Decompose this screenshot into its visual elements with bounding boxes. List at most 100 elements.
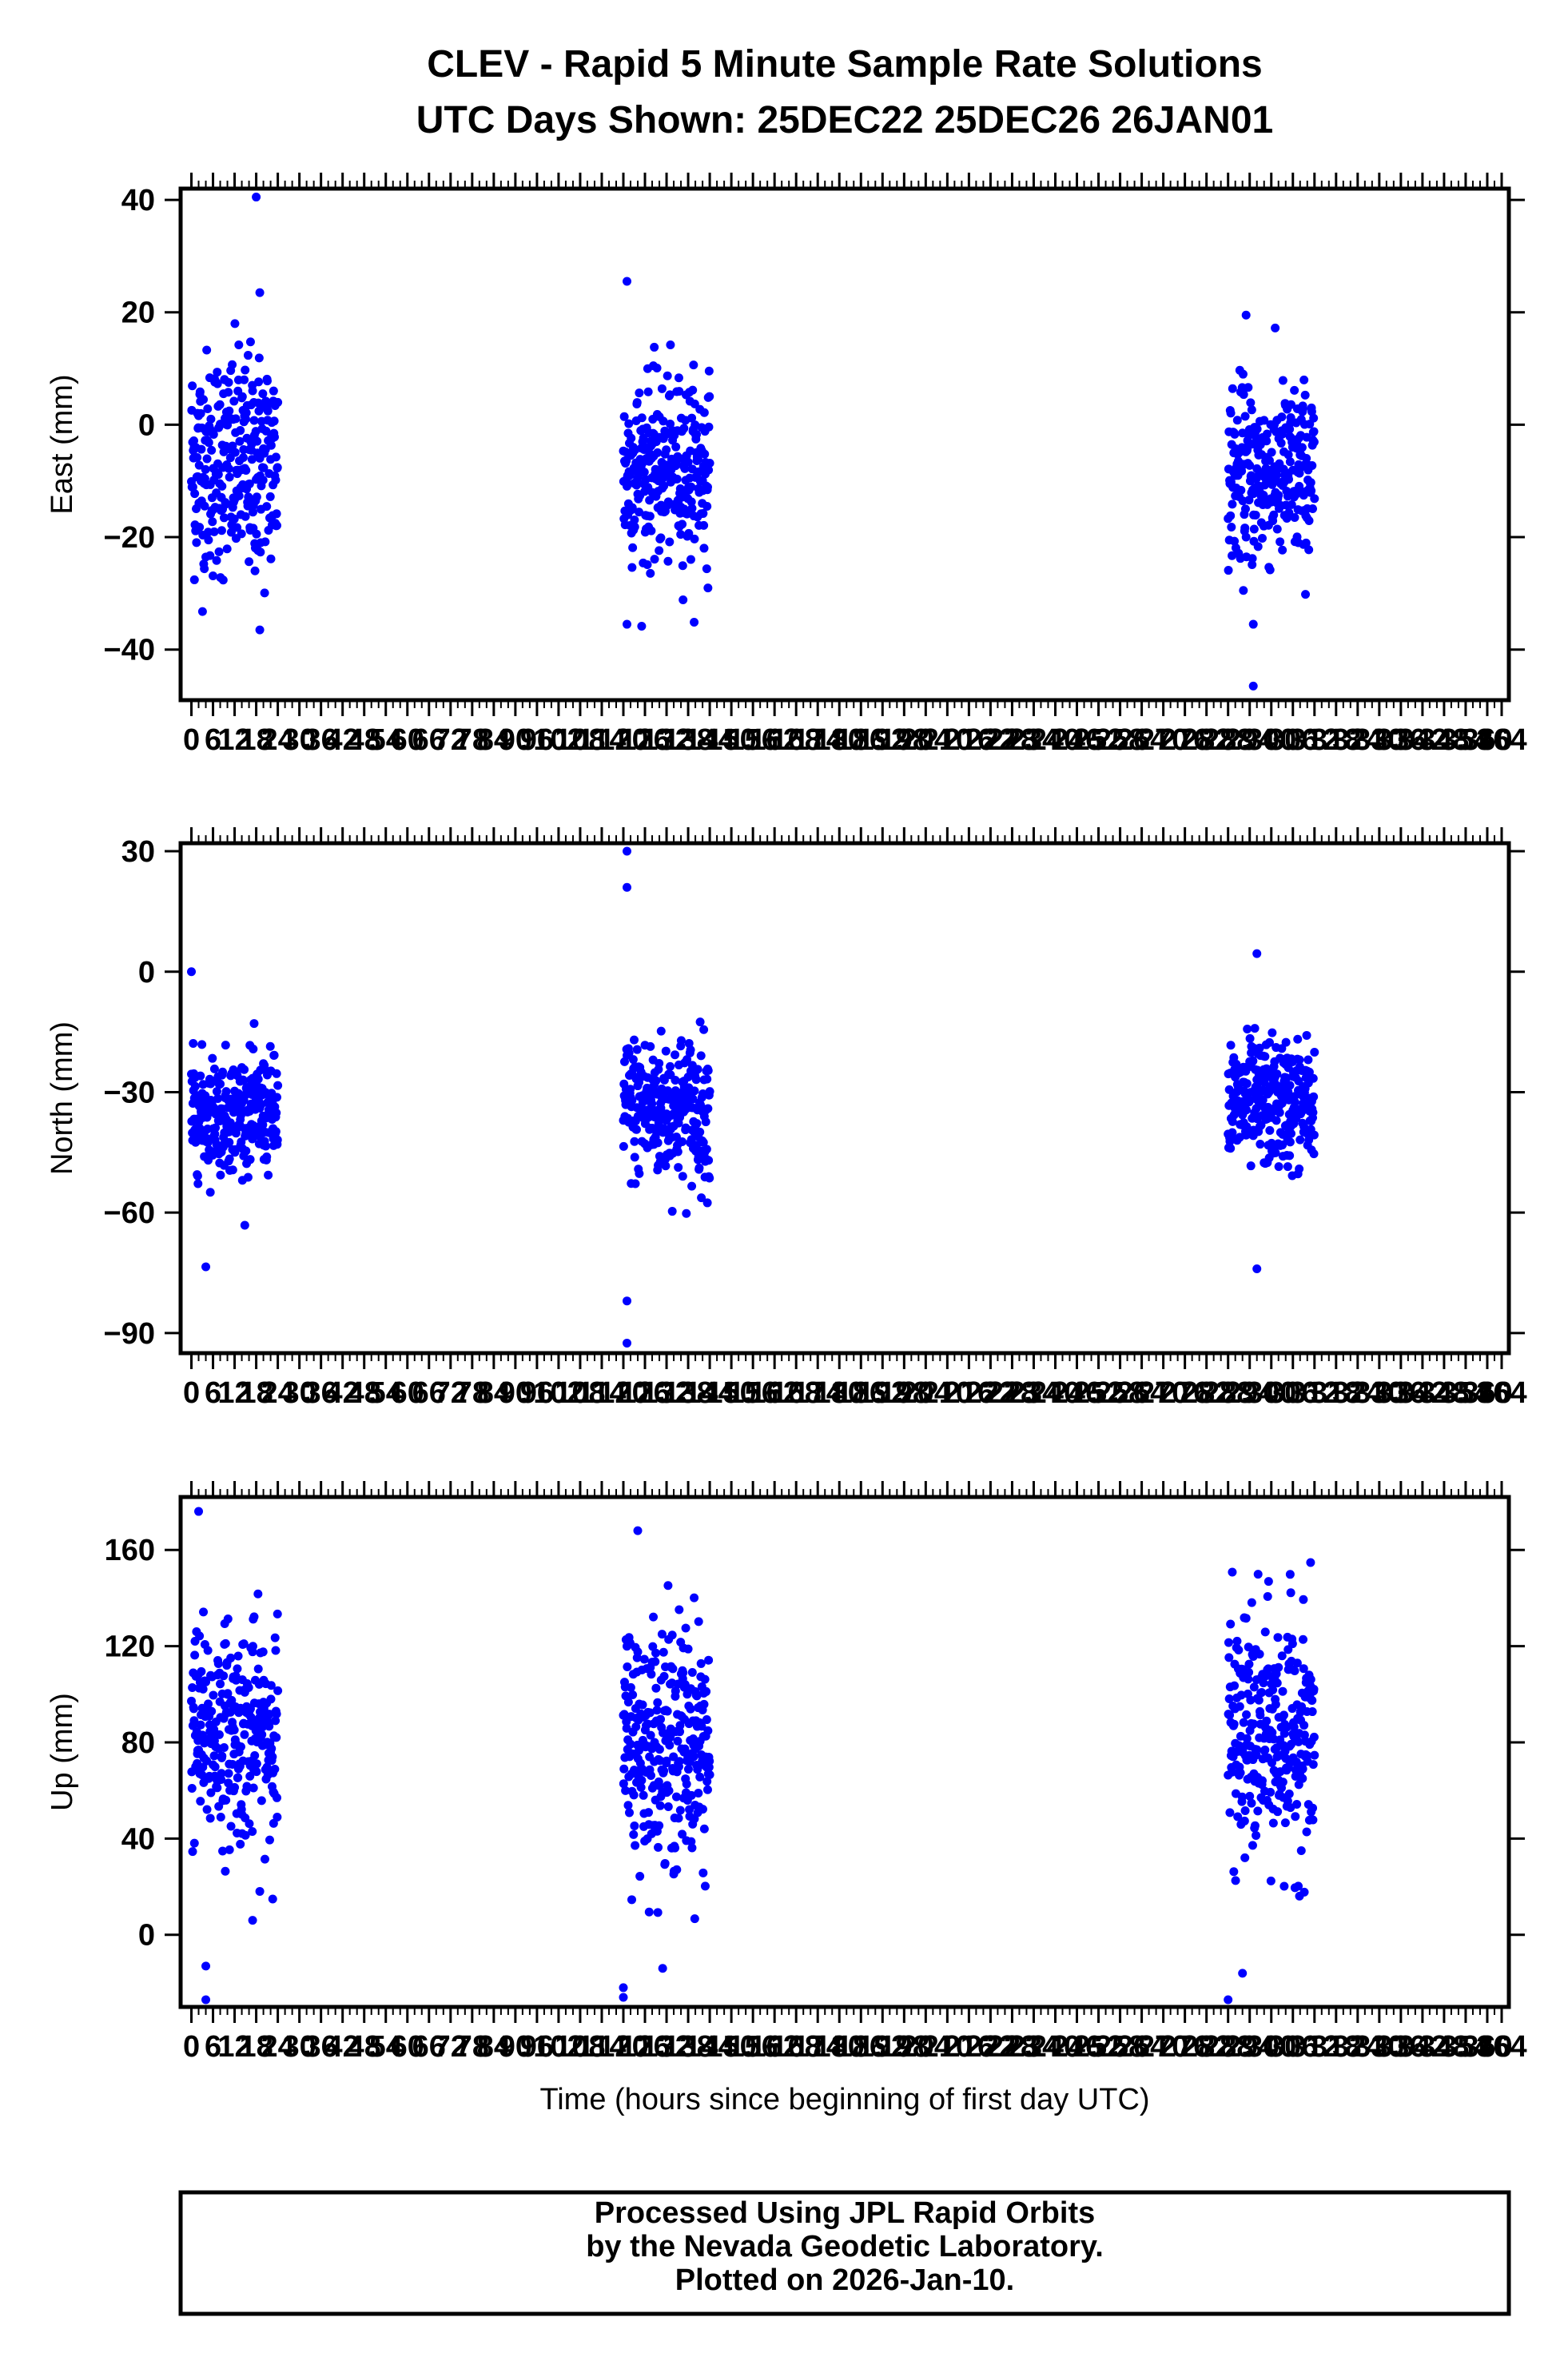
data-point [233, 1664, 242, 1674]
series-points [187, 193, 1319, 691]
data-point [1244, 1667, 1254, 1677]
data-point [253, 436, 262, 446]
data-point [228, 1759, 237, 1769]
data-point [655, 1745, 664, 1754]
data-point [257, 1796, 266, 1806]
data-point [699, 1025, 709, 1034]
data-point [1244, 1674, 1253, 1684]
data-point [632, 1125, 642, 1134]
data-point [1290, 385, 1299, 395]
x-tick-label: 72 [434, 1376, 468, 1410]
data-point [655, 1058, 664, 1068]
data-point [628, 1690, 638, 1700]
x-tick-label: 240 [1030, 1376, 1080, 1410]
data-point [1309, 1684, 1319, 1694]
data-point [193, 1171, 202, 1180]
data-point [630, 522, 639, 532]
data-point [244, 492, 253, 502]
x-tick-label: 342 [1397, 723, 1447, 757]
data-point [657, 384, 667, 393]
data-point [1224, 1085, 1234, 1094]
data-point [249, 1612, 259, 1622]
data-point [207, 1706, 217, 1716]
data-point [271, 1716, 281, 1726]
x-tick-label: 330 [1354, 1376, 1404, 1410]
data-point [1298, 1764, 1307, 1774]
data-point [661, 1046, 671, 1056]
x-tick-label: 210 [922, 723, 973, 757]
data-point [217, 1769, 226, 1778]
data-point [1256, 1710, 1265, 1720]
data-point [212, 1140, 221, 1149]
data-point [224, 1778, 233, 1788]
data-point [684, 1038, 694, 1048]
data-point [269, 416, 279, 426]
data-point [212, 1087, 221, 1097]
data-point [205, 551, 215, 560]
data-point [1271, 1148, 1280, 1157]
data-point [1262, 436, 1272, 446]
x-tick-label: 222 [965, 723, 1016, 757]
data-point [240, 1065, 249, 1074]
data-point [206, 414, 216, 424]
data-point [1266, 1876, 1275, 1885]
data-point [1239, 1718, 1248, 1727]
data-point [1275, 537, 1285, 547]
data-point [700, 1881, 710, 1891]
data-point [219, 513, 229, 523]
data-point [201, 464, 210, 474]
x-tick-label: 198 [879, 2030, 929, 2064]
data-point [699, 1699, 709, 1709]
data-point [647, 1670, 656, 1679]
data-point [702, 1198, 712, 1208]
data-point [633, 1647, 643, 1657]
data-point [675, 1806, 685, 1815]
data-point [626, 1739, 635, 1749]
data-point [1274, 1162, 1283, 1172]
data-point [1252, 1830, 1261, 1840]
data-point [201, 1995, 211, 2005]
x-tick-label: 300 [1246, 2030, 1296, 2064]
data-point [1257, 1688, 1267, 1698]
data-point [683, 1644, 693, 1654]
data-point [197, 444, 206, 454]
data-point [271, 476, 281, 485]
x-tick-label: 180 [814, 723, 865, 757]
x-tick-label: 210 [922, 2030, 973, 2064]
data-point [234, 491, 244, 500]
data-point [1250, 1821, 1260, 1830]
data-point [623, 846, 632, 856]
data-point [632, 1045, 642, 1054]
data-point [225, 1154, 234, 1164]
x-tick-label: 156 [727, 2030, 778, 2064]
x-tick-label: 42 [326, 2030, 360, 2064]
data-point [1271, 1699, 1280, 1709]
data-point [1277, 1044, 1287, 1053]
data-point [644, 1808, 654, 1818]
data-point [673, 1736, 683, 1746]
x-tick-label: 312 [1289, 723, 1339, 757]
data-point [658, 1964, 667, 1973]
data-point [623, 619, 632, 629]
x-tick-label: 36 [304, 723, 338, 757]
data-point [698, 1137, 708, 1147]
data-point [1239, 586, 1248, 595]
x-tick-label: 36 [304, 1376, 338, 1410]
data-point [621, 1786, 631, 1795]
data-point [202, 1805, 212, 1814]
data-point [702, 1686, 711, 1696]
data-point [241, 1146, 251, 1156]
y-tick-label: 0 [138, 408, 155, 442]
x-tick-label: 18 [239, 723, 273, 757]
x-tick-label: 186 [836, 2030, 886, 2064]
data-point [683, 1765, 693, 1774]
data-point [676, 1036, 686, 1045]
data-point [619, 1983, 628, 1993]
x-tick-label: 102 [533, 723, 583, 757]
data-point [213, 1658, 223, 1668]
data-point [248, 1916, 257, 1925]
data-point [683, 509, 692, 519]
x-tick-label: 318 [1311, 1376, 1361, 1410]
data-point [1301, 590, 1311, 599]
data-point [272, 521, 281, 531]
